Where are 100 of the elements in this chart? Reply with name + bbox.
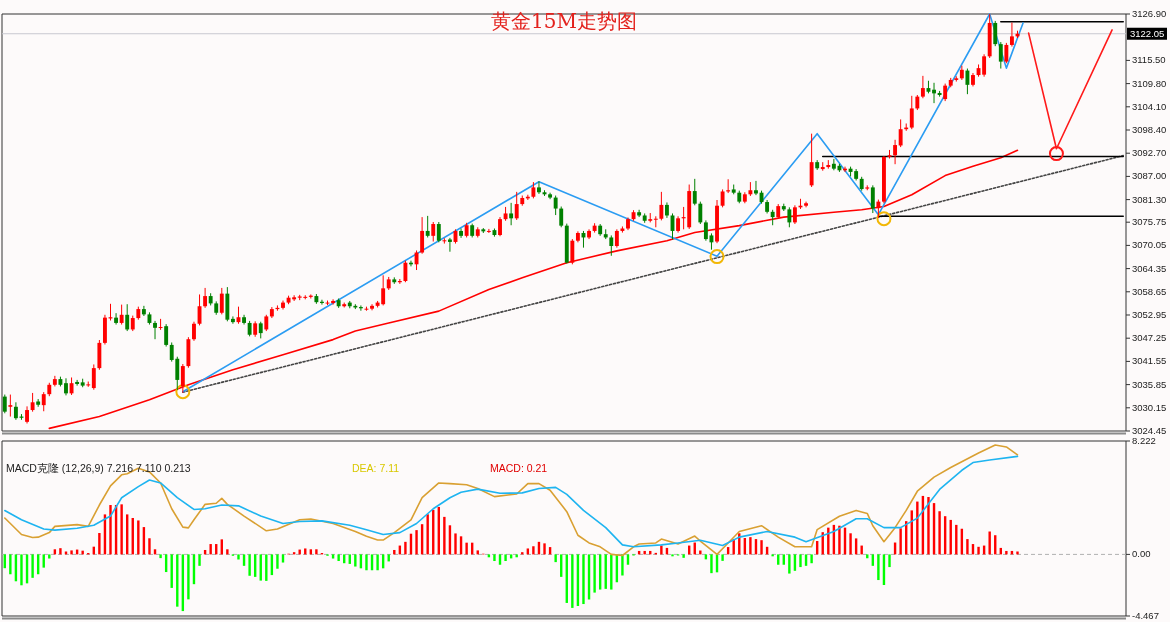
y-tick-label: 3092.70 xyxy=(1132,147,1167,159)
bar xyxy=(198,554,201,566)
candlestick xyxy=(403,260,408,283)
bar xyxy=(454,533,457,555)
bar xyxy=(443,516,446,555)
y-tick-label: 3064.35 xyxy=(1132,262,1167,274)
bar xyxy=(237,554,240,560)
y-tick-label: 3041.55 xyxy=(1132,355,1167,367)
bar xyxy=(1005,550,1008,555)
bar xyxy=(760,540,763,555)
y-tick-label: 0.00 xyxy=(1132,548,1151,560)
y-tick-label: 3104.10 xyxy=(1132,100,1167,112)
candlestick xyxy=(203,287,208,309)
candlestick xyxy=(192,321,196,342)
bar xyxy=(404,541,407,555)
candlestick xyxy=(703,219,708,242)
candlestick xyxy=(909,95,914,130)
bar xyxy=(415,530,418,555)
candlestick xyxy=(982,53,987,78)
y-tick-label: 3126.90 xyxy=(1132,8,1167,19)
candlestick xyxy=(75,379,80,387)
bar xyxy=(465,542,468,555)
bar xyxy=(788,554,791,574)
bar xyxy=(109,505,112,555)
candlestick xyxy=(370,303,374,311)
candlestick xyxy=(114,312,119,326)
candlestick xyxy=(436,221,441,243)
candlestick xyxy=(698,201,703,225)
bar xyxy=(226,549,229,555)
bar xyxy=(888,554,891,568)
bar xyxy=(699,550,702,555)
candlestick xyxy=(1004,42,1009,64)
candlestick xyxy=(998,41,1003,70)
bar xyxy=(137,520,140,555)
annotation: MACD: 0.21 xyxy=(490,462,548,474)
candlestick xyxy=(180,363,185,394)
bar xyxy=(643,550,646,555)
bar xyxy=(977,546,980,555)
y-tick-label: 3098.40 xyxy=(1132,124,1167,135)
bar xyxy=(827,527,830,555)
candlestick xyxy=(792,204,797,225)
candlestick xyxy=(8,394,13,418)
y-tick-label: 3109.80 xyxy=(1132,77,1167,89)
point xyxy=(709,249,725,265)
chart-title: 黄金15M走势图 xyxy=(491,9,637,33)
bar xyxy=(927,497,930,555)
y-tick-label: 3081.30 xyxy=(1132,193,1167,205)
bar xyxy=(81,550,84,555)
candlestick xyxy=(219,287,224,315)
bar xyxy=(877,554,880,581)
candlestick xyxy=(431,221,436,243)
y-tick-label: 3075.75 xyxy=(1132,216,1167,228)
bar xyxy=(276,554,279,569)
candlestick xyxy=(893,139,898,165)
bar xyxy=(899,528,902,555)
candlestick xyxy=(498,216,502,237)
point xyxy=(1048,146,1064,162)
line-series xyxy=(48,149,1019,430)
point xyxy=(175,384,191,400)
candlestick xyxy=(447,237,452,253)
candlestick xyxy=(809,133,814,188)
candlestick xyxy=(965,68,970,95)
candlestick xyxy=(920,75,925,99)
bar xyxy=(682,554,685,558)
candlestick xyxy=(125,303,130,332)
y-tick-label: 3087.00 xyxy=(1132,170,1167,182)
annotation: DEA: 7.11 xyxy=(352,462,400,474)
annotation: MACD克隆 (12,26,9) 7.216 7.110 0.213 xyxy=(6,462,191,474)
candlestick xyxy=(2,394,7,414)
bar xyxy=(838,525,841,555)
y-tick-label: 3115.50 xyxy=(1132,54,1166,66)
candlestick xyxy=(653,215,658,228)
y-tick-label: 3058.65 xyxy=(1132,285,1167,297)
bar xyxy=(426,514,429,555)
candlestick xyxy=(570,238,575,265)
candlestick xyxy=(754,180,758,196)
bar xyxy=(209,544,212,555)
y-tick-label: 8.222 xyxy=(1132,435,1156,446)
bar xyxy=(248,554,251,576)
bar xyxy=(543,543,546,555)
bar xyxy=(365,554,368,571)
bar xyxy=(120,504,123,555)
bar xyxy=(532,546,535,555)
bar xyxy=(1016,551,1019,555)
candlestick xyxy=(91,363,96,391)
candlestick xyxy=(30,392,35,413)
candlestick xyxy=(153,320,157,340)
bar xyxy=(966,539,969,555)
candlestick xyxy=(870,184,875,214)
candlestick xyxy=(637,209,642,218)
candlestick xyxy=(514,191,519,221)
candlestick xyxy=(331,298,336,306)
candlestick xyxy=(164,323,169,348)
candlestick xyxy=(659,191,664,221)
bar xyxy=(916,501,919,555)
bar xyxy=(988,531,991,555)
bar xyxy=(582,554,585,605)
bar xyxy=(749,537,752,555)
bar xyxy=(70,550,73,555)
candlestick xyxy=(609,234,614,257)
